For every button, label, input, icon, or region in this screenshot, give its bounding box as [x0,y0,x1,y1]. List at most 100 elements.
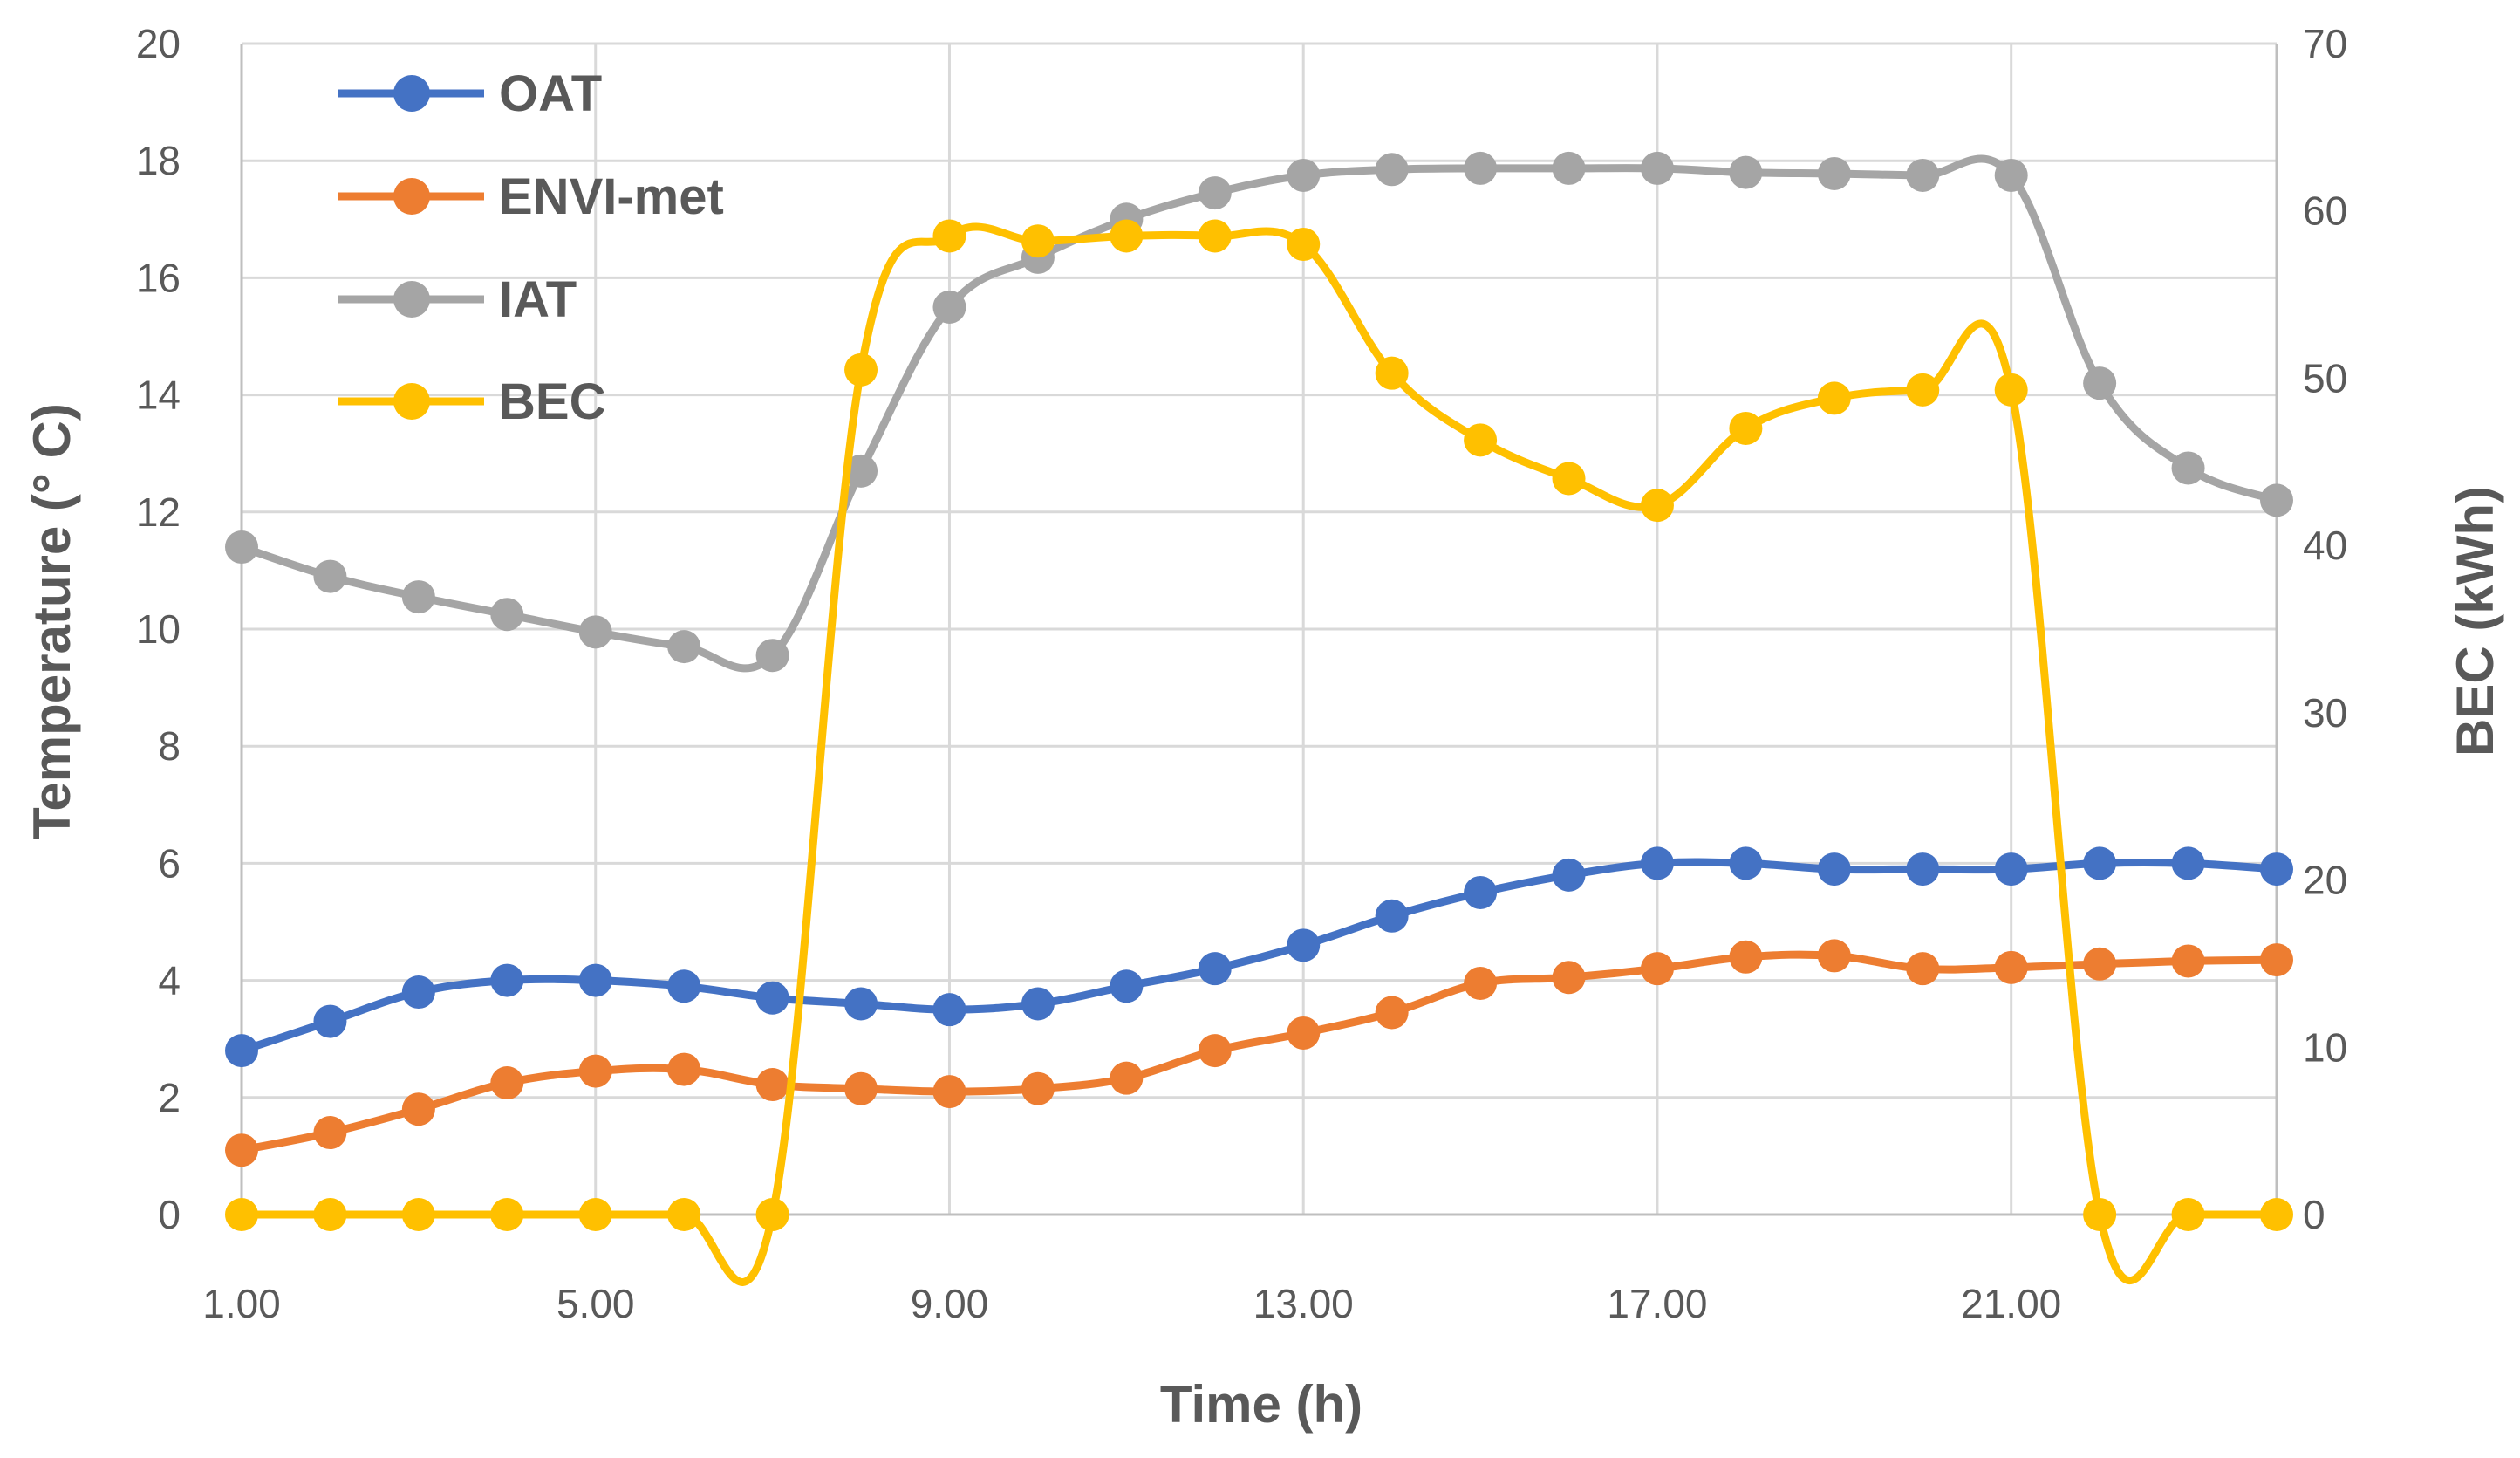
legend-marker [393,383,430,420]
data-point [932,290,966,324]
y-tick-label: 0 [158,1192,181,1237]
data-point [225,530,258,565]
data-point [313,559,347,593]
data-point [1110,219,1144,253]
legend-marker [393,178,430,215]
data-point [2083,846,2117,880]
y-tick-label: 18 [136,138,181,183]
data-point [1287,1016,1321,1050]
data-point [1287,228,1321,262]
x-tick-label: 21.00 [1961,1281,2061,1326]
y2-tick-label: 70 [2303,21,2347,66]
data-point [1994,158,2028,192]
data-point [1198,176,1232,210]
data-point [225,1198,258,1231]
y-tick-label: 6 [158,840,181,886]
data-point [490,598,524,632]
x-tick-label: 13.00 [1253,1281,1354,1326]
data-point [1021,1071,1055,1105]
data-point [1198,1034,1232,1068]
data-point [1198,219,1232,253]
y-tick-label: 8 [158,723,181,769]
data-point [755,1068,789,1102]
x-tick-label: 17.00 [1607,1281,1707,1326]
data-point [1906,158,1940,192]
data-point [1287,928,1321,962]
y2-tick-label: 0 [2303,1192,2325,1237]
data-point [1198,952,1232,986]
data-point [1729,411,1763,445]
data-point [755,1198,789,1231]
data-point [1552,151,1586,185]
data-point [490,1066,524,1100]
data-point [225,1034,258,1068]
series-line [241,950,2278,1154]
data-point [578,615,612,649]
y2-tick-label: 50 [2303,355,2347,400]
data-point [932,993,966,1027]
data-point [1994,373,2028,407]
legend-label: IAT [499,271,577,328]
data-point [2260,943,2293,977]
x-tick-label: 1.00 [202,1281,281,1326]
data-point [667,1052,701,1086]
data-point [313,1004,347,1038]
data-point [2083,947,2117,981]
data-point [401,580,435,614]
legend: OAT ENVI-met IAT BEC [338,65,724,430]
data-point [1110,969,1144,1003]
data-point [401,1198,435,1231]
data-point [313,1116,347,1150]
data-point [2171,451,2205,485]
data-point [1817,852,1851,886]
y-tick-label: 12 [136,489,181,535]
x-axis-title: Time (h) [1160,1375,1362,1434]
data-point [1817,381,1851,415]
data-point [1729,846,1763,880]
data-point [1906,852,1940,886]
data-point [1464,966,1498,1000]
data-point [1729,940,1763,974]
data-point [1021,987,1055,1021]
y2-tick-label: 40 [2303,523,2347,568]
data-point [1110,1061,1144,1095]
x-tick-label: 9.00 [911,1281,989,1326]
y2-tick-label: 30 [2303,690,2347,736]
data-point [667,630,701,664]
data-point [1817,156,1851,190]
series-line [240,858,2278,1055]
data-point [490,1198,524,1231]
y2-tick-label: 60 [2303,188,2347,234]
y-tick-label: 16 [136,255,181,300]
data-point [578,963,612,997]
data-point [1375,899,1409,933]
data-point [2260,483,2293,517]
data-point [1552,961,1586,995]
data-point [490,963,524,997]
data-point [2260,1198,2293,1231]
y-tick-label: 2 [158,1075,181,1120]
data-point [401,1092,435,1126]
y-tick-label: 14 [136,373,181,418]
data-point [1375,153,1409,187]
series-lines [225,151,2293,1286]
data-point [667,969,701,1003]
data-point [667,1198,701,1231]
data-point [2171,1198,2205,1231]
data-point [1906,373,1940,407]
series-envi-met [225,939,2293,1167]
data-point [755,639,789,673]
data-point [1464,423,1498,457]
y-tick-label: 10 [136,606,181,652]
data-point [1640,952,1674,986]
data-point [1464,151,1498,185]
data-point [1375,996,1409,1030]
legend-item: ENVI-met [338,168,724,225]
legend-item: IAT [338,271,577,328]
data-point [1464,875,1498,909]
data-point [1640,151,1674,185]
legend-label: OAT [499,65,602,122]
y-tick-label: 4 [158,958,181,1003]
data-point [755,981,789,1015]
